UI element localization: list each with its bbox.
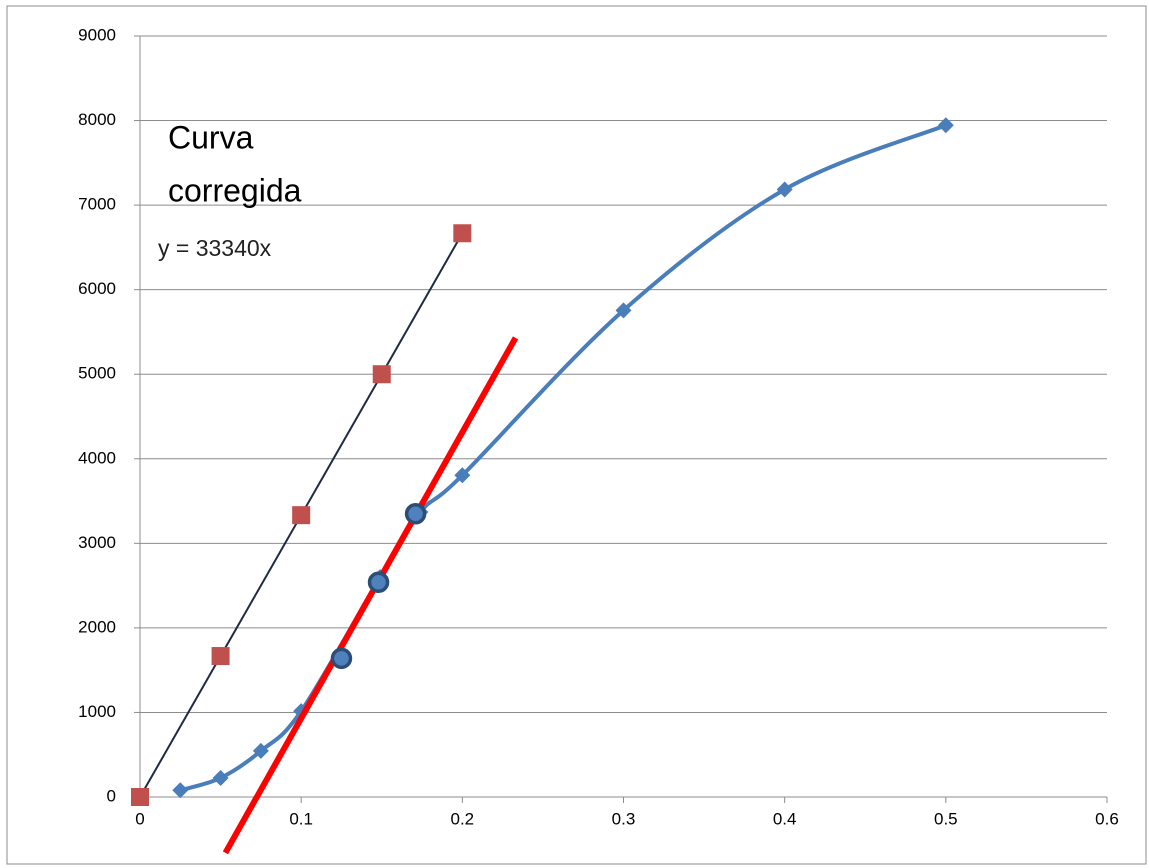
y-tick-label: 1000: [78, 702, 116, 721]
square-marker: [131, 788, 149, 806]
chart-border: [6, 5, 1147, 865]
square-marker: [211, 647, 230, 666]
square-marker: [292, 506, 311, 525]
diamond-marker: [937, 117, 954, 134]
y-tick-label: 6000: [78, 279, 116, 298]
y-tick-label: 4000: [78, 448, 116, 467]
diamond-marker: [212, 769, 229, 786]
y-tick-label: 9000: [78, 25, 116, 44]
y-tick-label: 0: [107, 786, 116, 805]
diamond-marker: [252, 742, 269, 759]
x-tick-label: 0.6: [1095, 809, 1119, 828]
y-tick-label: 5000: [78, 364, 116, 383]
x-tick-label: 0.3: [612, 809, 636, 828]
square-marker: [372, 365, 391, 384]
x-tick-label: 0.2: [451, 809, 475, 828]
x-tick-label: 0.4: [773, 809, 797, 828]
y-tick-label: 7000: [78, 195, 116, 214]
y-tick-label: 2000: [78, 617, 116, 636]
equation-box: [150, 230, 338, 270]
diamond-marker: [776, 181, 793, 198]
circle-marker: [330, 647, 353, 670]
y-tick-label: 8000: [78, 110, 116, 129]
diamond-marker: [172, 782, 189, 799]
circle-marker: [404, 502, 427, 525]
annotation: Curva: [168, 119, 254, 155]
x-tick-label: 0: [135, 809, 144, 828]
annotation: corregida: [168, 172, 302, 208]
diamond-marker: [615, 302, 632, 319]
diamond-marker: [454, 467, 471, 484]
y-tick-label: 3000: [78, 533, 116, 552]
trend-line: [222, 336, 519, 855]
x-tick-label: 0.1: [289, 809, 313, 828]
equation: y = 33340x: [158, 235, 272, 261]
series-line: [179, 123, 947, 793]
circle-marker: [367, 571, 390, 593]
x-tick-label: 0.5: [934, 809, 958, 828]
square-marker: [453, 224, 472, 243]
